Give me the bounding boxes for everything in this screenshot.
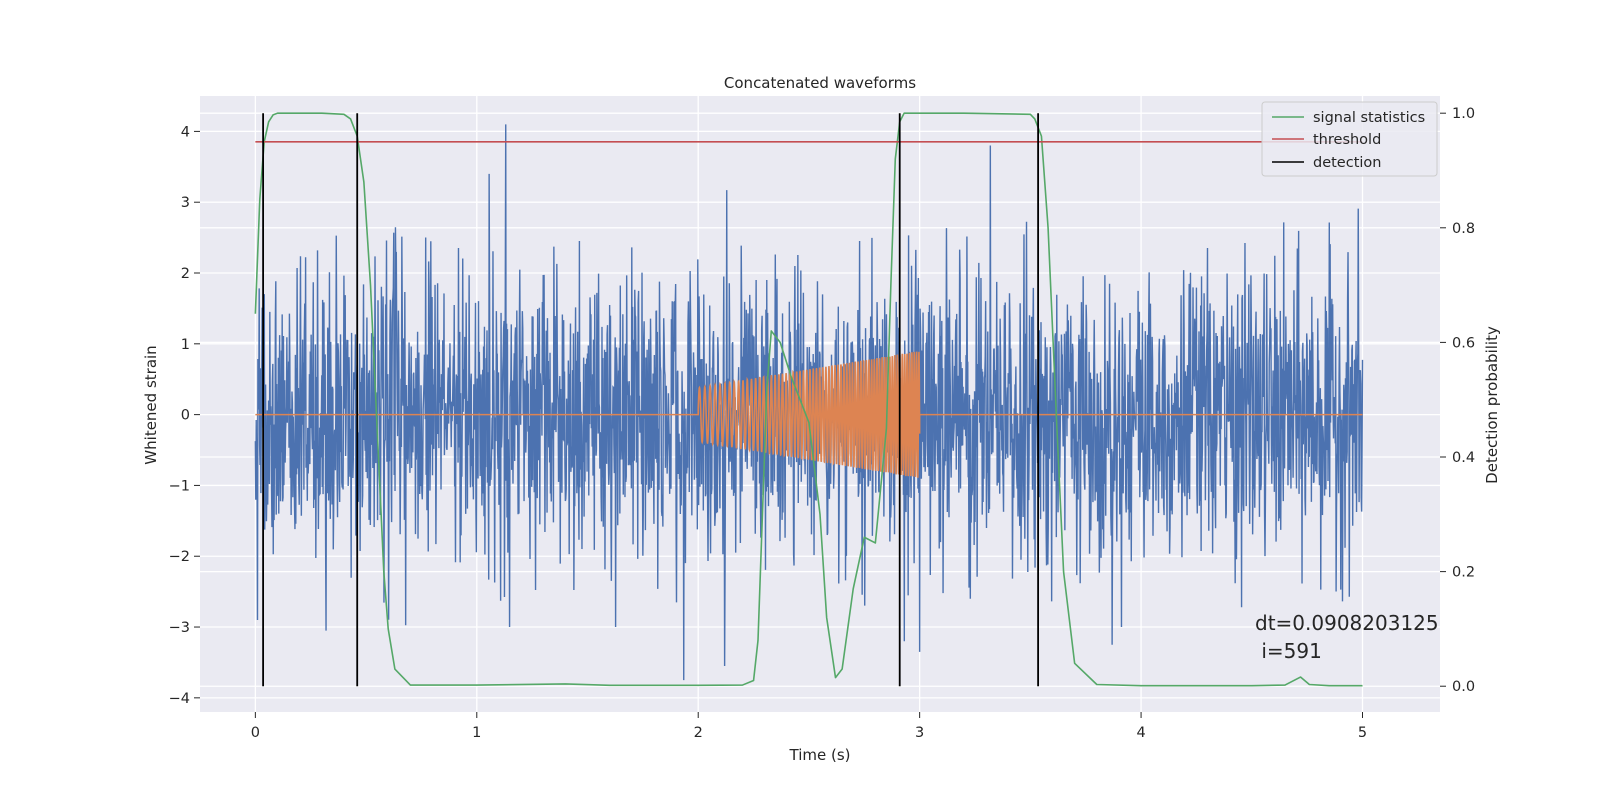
y-tick-label: −1 (169, 478, 190, 494)
x-tick-label: 5 (1358, 725, 1367, 741)
annotation-index: i=591 (1255, 639, 1322, 663)
x-tick-label: 0 (251, 725, 260, 741)
y-tick-label: −2 (169, 549, 190, 565)
y-tick-label: 4 (181, 124, 190, 140)
y2-tick-label: 0.4 (1452, 450, 1475, 466)
x-axis-label: Time (s) (789, 746, 851, 764)
y2-axis-label: Detection probability (1483, 326, 1501, 484)
chart-title: Concatenated waveforms (724, 74, 916, 92)
y2-tick-label: 1.0 (1452, 106, 1475, 122)
annotation-dt: dt=0.0908203125 (1255, 611, 1439, 635)
y-tick-label: 1 (181, 337, 190, 353)
y2-tick-label: 0.8 (1452, 221, 1475, 237)
legend: signal statistics threshold detection (1261, 101, 1438, 177)
y2-tick-label: 0.2 (1452, 565, 1475, 581)
y-tick-label: 3 (181, 195, 190, 211)
axis-ticks: 0 1 2 3 4 5 −4 −3 −2 −1 0 1 2 3 4 0.0 0.2 0.4 0.6 0.8 1.0 (169, 106, 1475, 741)
series-injected-waveform-line (255, 351, 1363, 478)
x-tick-label: 2 (694, 725, 703, 741)
x-tick-label: 4 (1136, 725, 1145, 741)
y2-tick-label: 0.6 (1452, 335, 1475, 351)
legend-box (1261, 101, 1438, 177)
y-tick-label: −4 (169, 691, 190, 707)
legend-label-threshold: threshold (1313, 132, 1381, 148)
y-tick-label: 0 (181, 408, 190, 424)
series-strain-line (254, 124, 1364, 681)
series-layer (254, 112, 1364, 687)
annotation: dt=0.0908203125 i=591 (1255, 611, 1439, 663)
x-tick-label: 1 (472, 725, 481, 741)
y2-tick-label: 0.0 (1452, 679, 1475, 695)
y-tick-label: −3 (169, 620, 190, 636)
legend-label-detection: detection (1313, 155, 1381, 171)
series-signal-statistics-line (254, 112, 1363, 687)
legend-label-signal-statistics: signal statistics (1313, 110, 1425, 126)
y-tick-label: 2 (181, 266, 190, 282)
x-tick-label: 3 (915, 725, 924, 741)
y-axis-label: Whitened strain (142, 345, 160, 464)
